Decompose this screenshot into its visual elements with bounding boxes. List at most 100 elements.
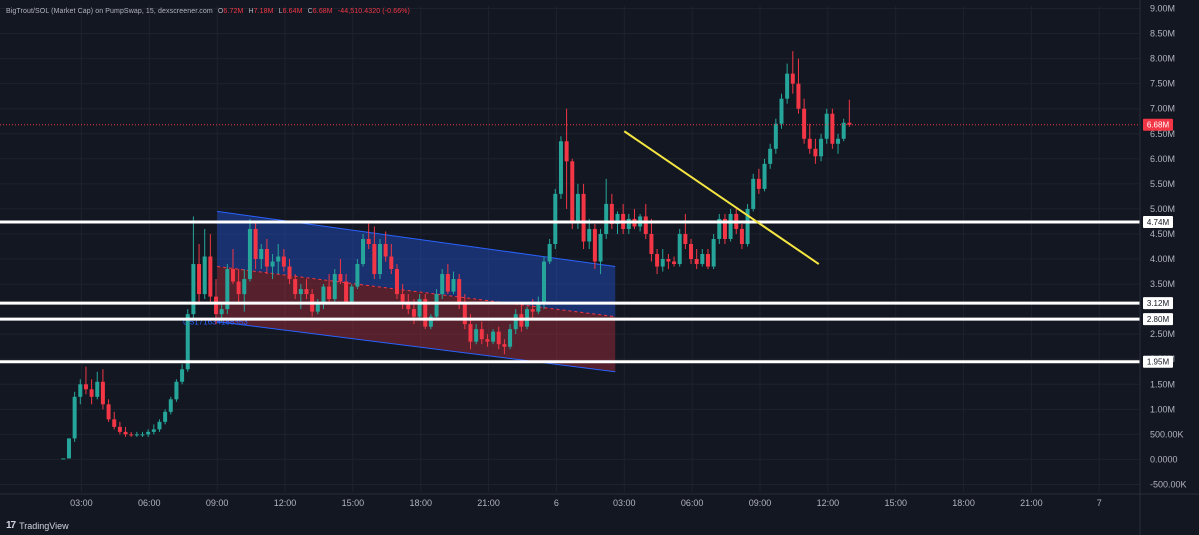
change-value: -44,510.4320 (-0.66%) (337, 8, 410, 15)
candle-body (462, 304, 467, 325)
x-tick-label: 21:00 (477, 498, 500, 508)
candle-body (242, 279, 247, 295)
candle-body (807, 138, 812, 149)
candle-body (683, 233, 688, 244)
candle-body (830, 113, 835, 144)
candle-body (202, 256, 207, 295)
candle-body (264, 249, 269, 267)
candle-body (558, 141, 563, 194)
time-axis[interactable]: 03:00 06:00 09:00 12:00 15:00 18:00 21:00 6 03:0… (0, 493, 1199, 508)
candle-body (174, 381, 179, 400)
candle-body (112, 419, 117, 427)
candle-body (372, 243, 377, 275)
horizontal-levels[interactable] (0, 124, 1140, 364)
tradingview-brand[interactable]: 17 TradingView (6, 520, 69, 531)
candle-body (711, 238, 716, 267)
y-tick-label: 1.50M (1150, 379, 1175, 389)
candle-body (609, 203, 614, 224)
candle-body (485, 339, 490, 342)
level-price-label: 2.80M (1147, 315, 1170, 324)
candle-body (802, 108, 807, 139)
candle-body (728, 213, 733, 239)
candle-body (400, 294, 405, 302)
candle-body (95, 381, 100, 397)
candle-body (134, 434, 139, 436)
y-tick-label: 0.0000 (1150, 454, 1178, 464)
candle-body (739, 228, 744, 244)
level-price-tag (1143, 297, 1173, 310)
candle-body (327, 286, 332, 300)
high-value: 7.18M (253, 8, 274, 15)
candle-body (677, 233, 682, 265)
y-tick-label: 9.00M (1150, 4, 1175, 14)
candle-body (479, 329, 484, 340)
candle-body (626, 218, 631, 229)
candle-body (349, 286, 354, 302)
price-axis[interactable]: 9.00M 8.50M 8.00M 7.50M 7.00M 6.50M 6.00M 5.50M… (1139, 0, 1187, 535)
candle-body (847, 122, 852, 125)
y-tick-label: 5.50M (1150, 179, 1175, 189)
candle-body (762, 163, 767, 189)
x-tick-label: 15:00 (884, 498, 907, 508)
candle-body (768, 148, 773, 164)
trendline[interactable] (623, 130, 820, 265)
brand-name: TradingView (19, 520, 69, 531)
candle-body (570, 161, 575, 222)
y-tick-label: 3.50M (1150, 279, 1175, 289)
candle-body (168, 399, 173, 412)
x-tick-label: 09:00 (749, 498, 772, 508)
candle-body (163, 411, 168, 422)
candle-body (83, 384, 88, 390)
candle-body (259, 249, 264, 260)
candle-body (361, 238, 366, 265)
y-tick-label: 7.00M (1150, 104, 1175, 114)
candle-body (666, 259, 671, 262)
candle-body (819, 138, 824, 157)
candle-body (89, 389, 94, 397)
candle-body (151, 429, 156, 432)
yellow-trendline (623, 130, 820, 265)
candle-body (423, 299, 428, 327)
candle-body (553, 193, 558, 244)
candle-body (406, 301, 411, 310)
x-tick-label: 09:00 (206, 498, 229, 508)
y-tick-label: 1.00M (1150, 404, 1175, 414)
y-tick-label: 8.00M (1150, 54, 1175, 64)
candle-body (366, 238, 371, 244)
candle-body (378, 243, 382, 275)
candle-body (225, 269, 230, 310)
candle-body (208, 256, 213, 297)
candle-body (592, 228, 597, 262)
x-tick-label: 06:00 (138, 498, 161, 508)
candle-body (281, 256, 286, 267)
candlestick-series (61, 51, 852, 460)
level-price-label: 4.74M (1147, 218, 1170, 227)
candle-body (745, 208, 750, 244)
candle-body (547, 243, 552, 262)
y-tick-label: 2.50M (1150, 329, 1175, 339)
candle-body (575, 193, 580, 222)
x-tick-label: 03:00 (70, 498, 93, 508)
candle-body (530, 309, 535, 312)
candle-body (756, 178, 761, 189)
candle-body (344, 281, 349, 302)
candle-body (598, 233, 603, 262)
candle-body (496, 331, 501, 345)
candle-body (417, 299, 422, 317)
candle-body (541, 261, 546, 305)
x-tick-label: 03:00 (613, 498, 636, 508)
x-tick-label: 18:00 (409, 498, 432, 508)
candle-body (146, 431, 151, 435)
open-value: 6.72M (223, 8, 244, 15)
candle-body (287, 266, 292, 280)
x-tick-label: 21:00 (1020, 498, 1043, 508)
candle-body (513, 314, 518, 330)
candle-body (615, 213, 620, 224)
candle-body (841, 122, 846, 139)
candle-body (383, 243, 388, 257)
candle-body (321, 286, 326, 305)
candle-body (785, 73, 790, 99)
candle-body (157, 421, 162, 430)
low-value: 6.64M (282, 8, 303, 15)
